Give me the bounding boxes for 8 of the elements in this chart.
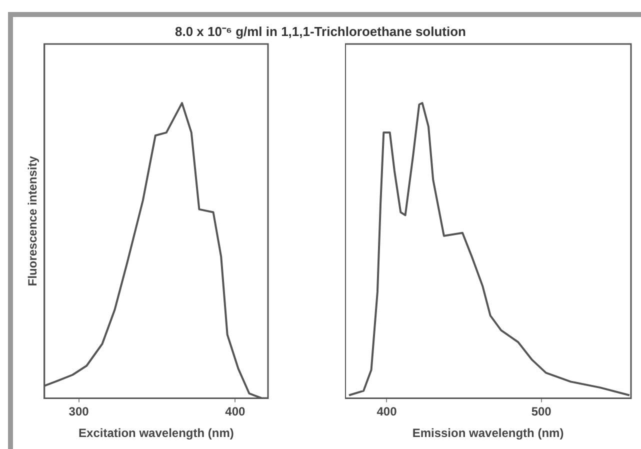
x-tick-label: 500: [531, 404, 552, 419]
y-axis-title: Fluorescence intensity: [26, 156, 40, 286]
x-tick-label: 300: [68, 404, 90, 419]
x-axis-title: Excitation wavelength (nm): [78, 426, 234, 440]
x-axis-title: Emission wavelength (nm): [412, 426, 564, 440]
text: 8.0 x 10⁻⁶ g/ml in 1,1,1-Trichloroethane solution: [174, 23, 467, 40]
x-tick-label: 400: [225, 404, 246, 419]
x-tick-label: 400: [376, 404, 398, 419]
